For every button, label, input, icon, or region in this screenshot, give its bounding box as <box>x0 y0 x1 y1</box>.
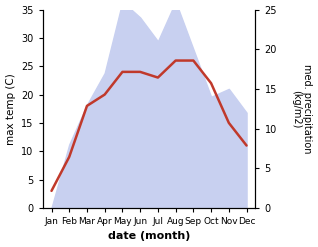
Y-axis label: med. precipitation
(kg/m2): med. precipitation (kg/m2) <box>291 64 313 153</box>
X-axis label: date (month): date (month) <box>108 231 190 242</box>
Y-axis label: max temp (C): max temp (C) <box>5 73 16 144</box>
